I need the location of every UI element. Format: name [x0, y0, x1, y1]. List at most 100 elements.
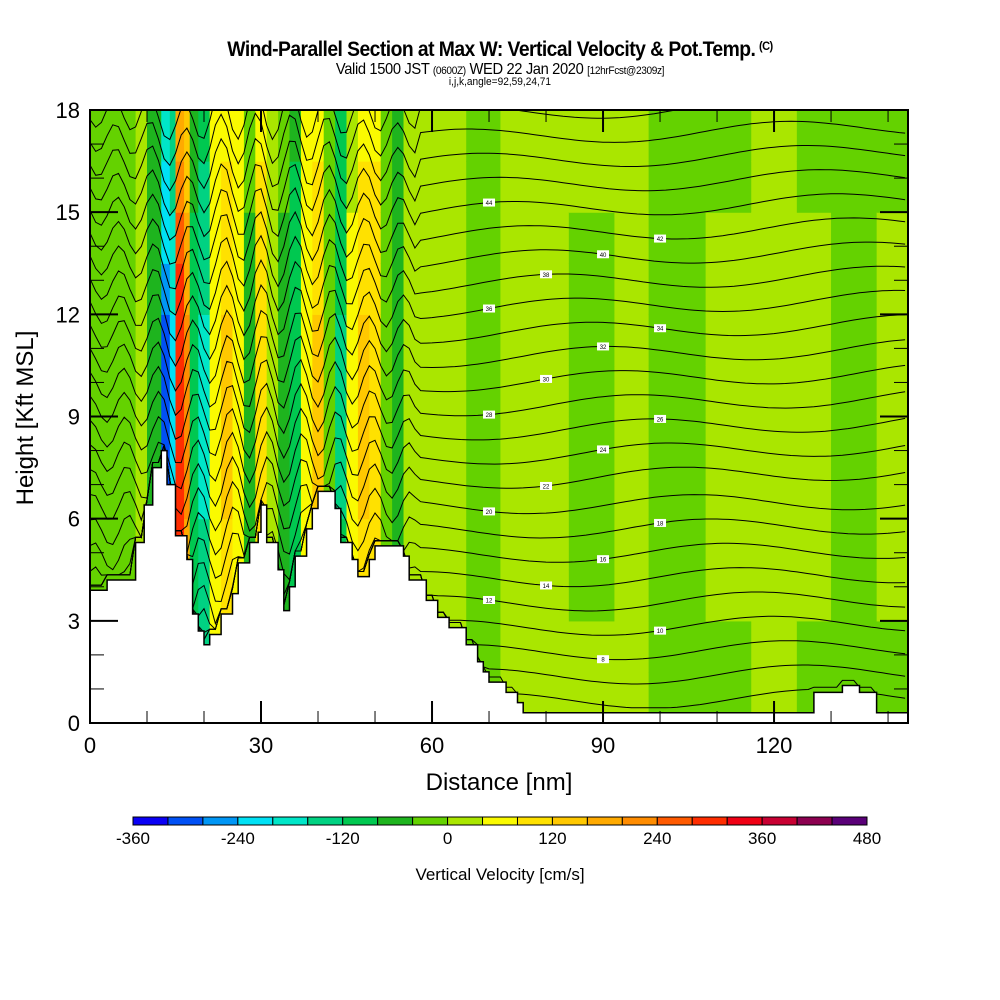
w-cell — [175, 467, 185, 520]
colorbar-swatch — [307, 816, 344, 826]
colorbar-title: Vertical Velocity [cm/s] — [415, 865, 584, 884]
colorbar-swatch — [656, 816, 693, 826]
w-cell — [357, 110, 370, 162]
w-cell — [232, 365, 245, 418]
w-cell — [500, 518, 536, 571]
w-cell — [209, 110, 222, 162]
w-cell — [335, 212, 348, 264]
w-cell — [534, 416, 570, 469]
colorbar-swatch — [831, 816, 868, 826]
w-cell — [751, 620, 798, 673]
x-tick-label: 0 — [84, 733, 96, 758]
w-cell — [243, 314, 256, 367]
w-cell — [135, 161, 148, 213]
x-tick-label: 60 — [420, 733, 444, 758]
w-cell — [184, 212, 191, 264]
w-cell — [221, 365, 234, 418]
w-cell — [420, 416, 467, 469]
w-cell — [831, 518, 878, 571]
w-cell — [300, 467, 313, 520]
w-cell — [289, 161, 302, 213]
w-cell — [266, 110, 279, 162]
w-cell — [705, 110, 752, 162]
w-cell — [169, 416, 177, 469]
w-cell — [357, 365, 370, 418]
w-cell — [147, 110, 162, 162]
w-cell — [312, 212, 325, 264]
theta-contour — [90, 445, 906, 581]
colorbar-swatch — [342, 816, 379, 826]
w-cell — [614, 416, 650, 469]
w-cell — [161, 212, 171, 264]
w-cell — [90, 110, 137, 162]
w-cell — [614, 161, 650, 213]
w-cell — [323, 212, 336, 264]
w-cell — [255, 263, 268, 315]
theta-contour — [90, 382, 906, 440]
forecast-info: [12hrFcst@2309z] — [587, 65, 665, 77]
colorbar-tick-label: -240 — [221, 829, 255, 848]
w-cell — [169, 110, 177, 162]
w-cell — [420, 467, 467, 520]
contour-label-box — [654, 626, 667, 635]
w-cell — [403, 110, 422, 162]
w-cell — [420, 212, 467, 264]
w-cell — [369, 110, 382, 162]
w-cell — [90, 416, 137, 469]
colorbar-swatch — [377, 816, 414, 826]
valid-utc: (0600Z) — [432, 65, 466, 77]
w-cell — [648, 263, 707, 315]
contour-label-text: 12 — [486, 598, 493, 604]
contour-label-text: 28 — [486, 413, 493, 419]
w-cell — [796, 518, 832, 571]
contour-label-text: 26 — [657, 417, 664, 423]
w-cell — [346, 365, 359, 418]
chart-title-text: Wind-Parallel Section at Max W: Vertical… — [227, 38, 756, 61]
w-cell — [380, 212, 393, 264]
contour-label-box — [597, 250, 610, 259]
contour-label-box — [654, 414, 667, 423]
w-cell — [209, 518, 222, 571]
w-cell — [189, 569, 199, 622]
w-cell — [147, 161, 162, 213]
contour-label: 42 — [654, 234, 667, 243]
w-cell — [568, 416, 616, 469]
w-cell — [135, 365, 148, 418]
w-cell — [403, 314, 422, 367]
w-cell — [614, 110, 650, 162]
w-cell — [161, 416, 171, 469]
w-cell — [335, 161, 348, 213]
w-cell — [500, 263, 536, 315]
colorbar-swatch — [412, 816, 449, 826]
colorbar-swatch — [237, 816, 274, 826]
w-cell — [568, 263, 616, 315]
w-cell — [221, 161, 234, 213]
w-cell — [335, 110, 348, 162]
colorbar-tick-label: 360 — [748, 829, 776, 848]
y-axis-title: Height [Kft MSL] — [12, 331, 39, 506]
w-cell — [175, 416, 185, 469]
w-cell — [380, 110, 393, 162]
w-cell — [198, 314, 211, 367]
contour-label-box — [654, 234, 667, 243]
w-cell — [90, 161, 137, 213]
w-cell — [614, 518, 650, 571]
theta-contour — [90, 445, 906, 603]
w-cell — [198, 212, 211, 264]
w-cell — [189, 518, 199, 571]
contour-label-text: 16 — [600, 558, 607, 564]
w-cell — [796, 467, 832, 520]
w-cell — [420, 110, 467, 162]
contour-label: 8 — [597, 655, 610, 664]
theta-contour — [90, 358, 906, 417]
contour-label: 26 — [654, 414, 667, 423]
w-cell — [346, 263, 359, 315]
w-cell — [796, 263, 832, 315]
w-cell — [161, 365, 171, 418]
w-cell — [751, 161, 798, 213]
w-cell — [266, 365, 279, 418]
x-axis-title: Distance [nm] — [426, 769, 573, 796]
colorbar-tick-label: -360 — [116, 829, 150, 848]
y-tick-label: 12 — [56, 302, 80, 327]
w-cell — [380, 161, 393, 213]
